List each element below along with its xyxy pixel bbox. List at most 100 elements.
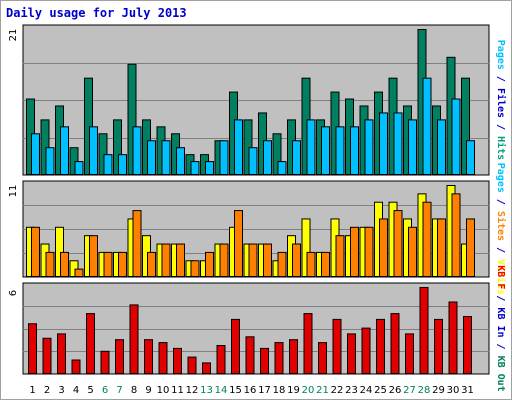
bar-files-day-19 (292, 140, 301, 176)
bar-kb-f-day-21 (318, 342, 327, 375)
bar-kb-f-day-6 (100, 350, 110, 374)
bar-files-day-9 (147, 140, 156, 176)
bar-hits-day-2 (40, 119, 50, 175)
x-tick-label: 3 (58, 385, 64, 396)
x-tick-label: 12 (186, 385, 199, 396)
x-tick-label: 8 (131, 385, 137, 396)
bar-sites-day-11 (176, 243, 185, 277)
bar-files-day-6 (103, 154, 113, 175)
ylabel-part: Hits (495, 136, 507, 160)
x-tick-label: 21 (316, 385, 329, 396)
x-tick-label: 28 (418, 385, 431, 396)
x-tick-label: 26 (389, 385, 402, 396)
x-tick-label: 24 (360, 385, 373, 396)
x-tick-label: 2 (44, 385, 50, 396)
bar-files-day-4 (74, 161, 84, 176)
x-tick-label: 1 (29, 385, 35, 396)
bar-sites-day-23 (350, 226, 359, 277)
bar-files-day-14 (219, 140, 229, 176)
bar-kb-f-day-30 (448, 301, 458, 374)
bar-sites-day-19 (292, 243, 301, 277)
bar-kb-f-day-2 (42, 337, 52, 374)
bar-sites-day-10 (161, 243, 171, 277)
ylabel-part: KB F (495, 265, 506, 289)
bar-sites-day-1 (31, 226, 40, 277)
bar-sites-day-15 (234, 210, 243, 277)
chart-title: Daily usage for July 2013 (6, 6, 187, 20)
bar-kb-f-day-12 (187, 356, 197, 375)
bar-files-day-13 (205, 161, 214, 176)
x-tick-label: 27 (403, 385, 416, 396)
x-tick-label: 9 (145, 385, 151, 396)
panel-middle-ylabel: Pages / Sites / Visits (495, 163, 507, 295)
bar-visits-day-20 (301, 218, 311, 277)
bar-files-day-18 (277, 161, 287, 176)
ylabel-part: / (495, 193, 506, 211)
ylabel-part: KB In (495, 307, 506, 337)
bar-kb-f-day-18 (274, 342, 284, 375)
bar-files-day-22 (335, 126, 345, 176)
bar-kb-f-day-26 (390, 313, 400, 375)
bar-sites-day-2 (45, 251, 55, 277)
bar-kb-f-day-8 (129, 304, 139, 374)
bar-sites-day-6 (103, 251, 113, 277)
x-tick-label: 30 (447, 385, 460, 396)
bar-kb-f-day-29 (434, 318, 443, 374)
bar-files-day-2 (45, 147, 55, 175)
bar-sites-day-26 (393, 210, 403, 277)
bar-sites-day-5 (89, 235, 98, 278)
bar-files-day-28 (422, 77, 432, 175)
bar-kb-f-day-16 (245, 336, 255, 374)
bar-files-day-12 (190, 161, 200, 176)
bar-sites-day-12 (190, 260, 200, 278)
ylabel-part: / (495, 118, 506, 136)
bar-kb-f-day-15 (231, 318, 240, 374)
bar-hits-day-7 (113, 119, 122, 175)
bar-kb-f-day-7 (115, 339, 124, 375)
bar-kb-f-day-19 (289, 339, 298, 375)
bar-kb-f-day-1 (28, 323, 37, 374)
bar-sites-day-18 (277, 251, 287, 277)
bar-sites-day-14 (219, 243, 229, 277)
panel-middle-ymax-label: 11 (8, 185, 19, 198)
bar-files-day-8 (132, 126, 142, 176)
bar-kb-f-day-23 (347, 333, 356, 374)
bar-files-day-3 (60, 126, 69, 176)
bar-files-day-5 (89, 126, 98, 176)
bar-sites-day-21 (321, 251, 330, 277)
x-tick-label: 4 (73, 385, 79, 396)
bar-files-day-11 (176, 147, 185, 175)
bar-sites-day-27 (408, 226, 417, 277)
ylabel-part: Visits (495, 259, 507, 295)
bar-sites-day-25 (379, 218, 388, 277)
bar-kb-f-day-28 (419, 287, 429, 374)
bar-sites-day-29 (437, 218, 446, 277)
ylabel-part: / (495, 70, 506, 88)
bar-kb-f-day-9 (144, 339, 153, 375)
bar-sites-day-8 (132, 210, 142, 277)
ylabel-part: Pages (495, 40, 506, 70)
x-tick-label: 29 (432, 385, 445, 396)
bar-kb-f-day-3 (57, 333, 66, 374)
x-tick-label: 23 (345, 385, 358, 396)
bar-sites-day-9 (147, 251, 156, 277)
x-tick-label: 15 (229, 385, 242, 396)
bar-sites-day-30 (451, 193, 461, 277)
panel-bottom-ymax-label: 6 (8, 290, 19, 296)
ylabel-part: / (495, 241, 506, 259)
bar-kb-f-day-25 (376, 318, 385, 374)
bar-files-day-29 (437, 119, 446, 175)
bar-sites-day-7 (118, 251, 127, 277)
bar-sites-day-22 (335, 235, 345, 278)
bar-kb-f-day-17 (260, 347, 269, 374)
bar-sites-day-24 (364, 226, 374, 277)
bar-files-day-1 (31, 133, 40, 176)
bar-sites-day-3 (60, 251, 69, 277)
x-tick-label: 11 (171, 385, 184, 396)
bar-sites-day-20 (306, 251, 316, 277)
bar-kb-f-day-13 (202, 362, 211, 374)
bar-kb-f-day-24 (361, 327, 371, 375)
bar-kb-f-day-14 (216, 345, 226, 374)
